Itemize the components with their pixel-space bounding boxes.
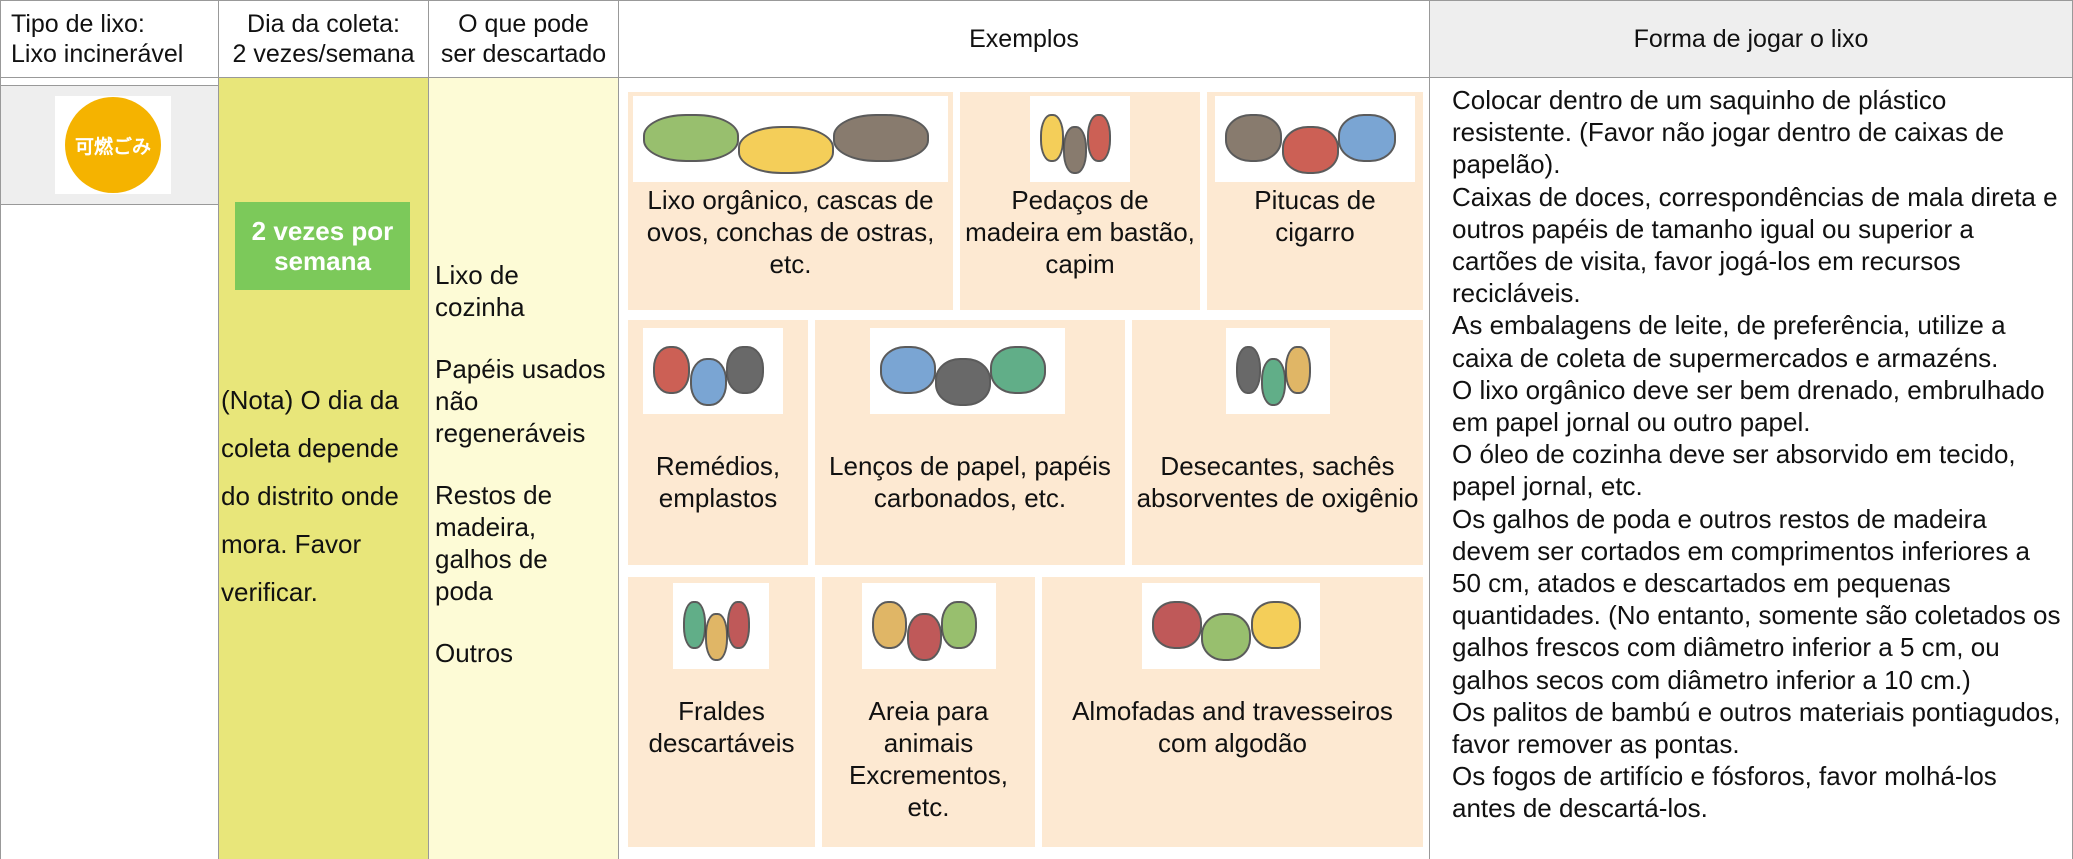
example-cell: Almofadas and travesseiros com algodão — [1042, 577, 1423, 847]
example-illustration — [1226, 328, 1330, 414]
illustration-shape — [738, 126, 834, 174]
instruction: As embalagens de leite, de preferência, … — [1452, 310, 2006, 373]
example-cell: Fraldes descartáveis — [628, 577, 815, 847]
example-illustration — [870, 328, 1065, 414]
header-how: Forma de jogar o lixo — [1430, 0, 2073, 78]
example-cell: Pitucas de cigarro — [1207, 92, 1423, 310]
example-caption: Desecantes, sachês absorventes de oxigên… — [1136, 451, 1419, 513]
item: Outros — [435, 638, 514, 668]
col-type: 可燃ごみ — [0, 78, 220, 859]
illustration-shape — [1281, 126, 1339, 174]
instruction: Os fogos de artifício e fósforos, favor … — [1452, 761, 1997, 824]
example-caption: Lixo orgânico, cascas de ovos, conchas d… — [646, 185, 935, 279]
instruction: O óleo de cozinha deve ser absorvido em … — [1452, 439, 2016, 502]
instruction: Os galhos de poda e outros restos de mad… — [1452, 503, 2061, 695]
example-cell: Remédios, emplastos — [628, 320, 808, 565]
example-caption: Almofadas and travesseiros com algodão — [1072, 696, 1393, 758]
illustration-shape — [1250, 601, 1301, 649]
example-caption: Pedaços de madeira em bastão, capim — [965, 185, 1195, 279]
example-illustration — [633, 96, 948, 182]
illustration-shape — [906, 613, 942, 661]
example-illustration — [1215, 96, 1415, 182]
example-caption: Fraldes descartáveis — [648, 696, 795, 758]
example-illustration — [673, 583, 769, 669]
header-type: Tipo de lixo: Lixo incinerável — [0, 0, 219, 78]
header-day: Dia da coleta: 2 vezes/semana — [219, 0, 429, 78]
illustration-shape — [833, 114, 929, 162]
example-illustration — [643, 328, 783, 414]
badge-bg: 可燃ごみ — [55, 96, 171, 194]
instruction: O lixo orgânico deve ser bem drenado, em… — [1452, 374, 2045, 438]
illustration-shape — [1285, 346, 1311, 394]
illustration-shape — [880, 346, 936, 394]
instruction: Colocar dentro de um saquinho de plástic… — [1452, 85, 2005, 180]
instruction: Caixas de doces, correspondências de mal… — [1452, 181, 2058, 309]
illustration-shape — [689, 358, 727, 406]
illustration-shape — [1201, 613, 1252, 661]
illustration-shape — [643, 114, 739, 162]
illustration-shape — [726, 346, 764, 394]
example-caption: Lenços de papel, papéis carbonados, etc. — [829, 451, 1111, 513]
illustration-shape — [1063, 126, 1088, 174]
example-cell: Desecantes, sachês absorventes de oxigên… — [1132, 320, 1423, 565]
example-caption: Areia para animais Excrementos, etc. — [849, 696, 1008, 822]
illustration-shape — [935, 358, 991, 406]
instruction: Os palitos de bambú e outros materiais p… — [1452, 696, 2061, 760]
illustration-shape — [705, 613, 728, 661]
item: Papéis usados não regeneráveis — [435, 354, 606, 448]
illustration-shape — [872, 601, 908, 649]
col-border — [0, 78, 219, 859]
illustration-shape — [1152, 601, 1202, 649]
illustration-shape — [653, 346, 691, 394]
item: Restos de madeira, galhos de poda — [435, 480, 553, 606]
example-cell: Areia para animais Excrementos, etc. — [822, 577, 1035, 847]
example-cell: Lixo orgânico, cascas de ovos, conchas d… — [628, 92, 953, 310]
illustration-shape — [941, 601, 977, 649]
illustration-shape — [990, 346, 1046, 394]
illustration-shape — [683, 601, 706, 649]
note: (Nota) O dia da coleta depende do distri… — [221, 385, 399, 607]
header-examples: Exemplos — [619, 0, 1430, 78]
illustration-shape — [1236, 346, 1262, 394]
col-how: Colocar dentro de um saquinho de plástic… — [1430, 78, 2073, 859]
illustration-shape — [1086, 114, 1111, 162]
col-examples: Lixo orgânico, cascas de ovos, conchas d… — [619, 78, 1430, 859]
example-illustration — [862, 583, 996, 669]
badge-box: 可燃ごみ — [1, 85, 220, 205]
illustration-shape — [727, 601, 750, 649]
badge: 可燃ごみ — [65, 97, 161, 193]
illustration-shape — [1225, 114, 1283, 162]
example-illustration — [1142, 583, 1320, 669]
illustration-shape — [1338, 114, 1396, 162]
example-illustration — [1030, 96, 1130, 182]
example-caption: Pitucas de cigarro — [1254, 185, 1376, 247]
frequency: 2 vezes por semana — [235, 202, 410, 290]
header-what: O que pode ser descartado — [429, 0, 619, 78]
item: Lixo de cozinha — [435, 260, 525, 322]
col-day: 2 vezes por semana (Nota) O dia da colet… — [219, 78, 429, 859]
example-cell: Lenços de papel, papéis carbonados, etc. — [815, 320, 1125, 565]
illustration-shape — [1260, 358, 1286, 406]
example-cell: Pedaços de madeira em bastão, capim — [960, 92, 1200, 310]
illustration-shape — [1040, 114, 1064, 162]
example-caption: Remédios, emplastos — [655, 451, 781, 513]
col-what: Lixo de cozinha Papéis usados não regener… — [429, 78, 619, 859]
